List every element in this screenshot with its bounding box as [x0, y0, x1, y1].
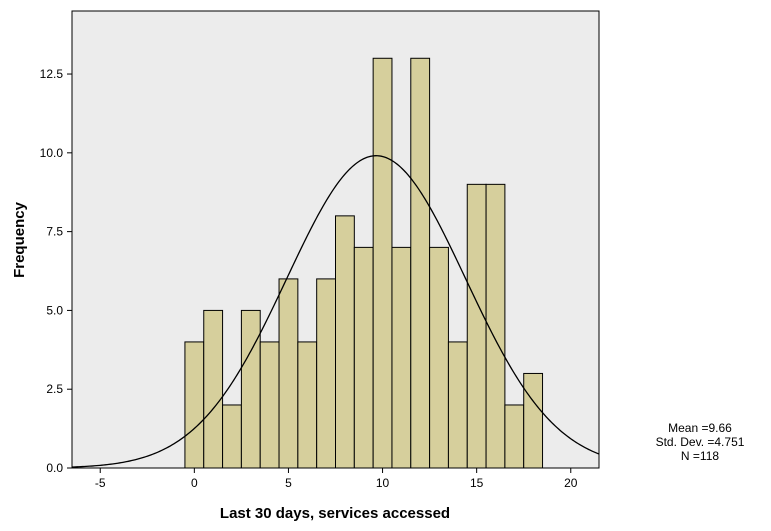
histogram-bar [504, 404, 525, 469]
histogram-bar [203, 309, 224, 469]
y-axis-title: Frequency [11, 201, 28, 278]
histogram-bar [353, 246, 374, 469]
y-tick-label: 12.5 [40, 67, 64, 81]
bars-layer [184, 57, 544, 469]
histogram-bar [316, 278, 336, 469]
histogram-bar [429, 246, 449, 469]
n-label: N =118 [680, 449, 720, 463]
histogram-bar [447, 341, 468, 469]
histogram-bar [391, 246, 412, 469]
normal-curve [71, 155, 600, 468]
x-tick-label: -5 [95, 476, 106, 490]
x-axis-title: Last 30 days, services accessed [220, 505, 450, 522]
histogram-bar [184, 341, 205, 469]
x-tick-label: 10 [376, 476, 390, 490]
mean-label: Mean =9.66 [668, 421, 732, 435]
histogram-bar [410, 57, 431, 469]
histogram-bar [372, 57, 393, 469]
x-tick-label: 15 [470, 476, 484, 490]
histogram-bar [297, 341, 318, 469]
std-dev-label: Std. Dev. =4.751 [655, 435, 745, 449]
y-tick-label: 7.5 [46, 225, 63, 239]
histogram-bar [485, 183, 506, 469]
y-tick-label: 2.5 [46, 382, 63, 396]
histogram-bar [259, 341, 280, 469]
histogram-bar [278, 278, 299, 469]
x-tick-label: 0 [191, 476, 198, 490]
x-tick-label: 5 [285, 476, 292, 490]
axes-layer: -5 0 5 10 15 20 0.0 2.5 5.0 7.5 10.0 12.5 [40, 67, 578, 490]
histogram-bar [335, 215, 355, 469]
y-tick-label: 10.0 [40, 146, 64, 160]
histogram-bar [240, 309, 261, 469]
histogram-bar [523, 372, 544, 469]
statistics-legend: Mean =9.66 Std. Dev. =4.751 N =118 [640, 421, 760, 463]
y-tick-label: 0.0 [46, 461, 63, 475]
histogram-bar [466, 183, 487, 469]
x-tick-label: 20 [564, 476, 578, 490]
histogram-bar [222, 404, 242, 469]
y-tick-label: 5.0 [46, 303, 63, 317]
